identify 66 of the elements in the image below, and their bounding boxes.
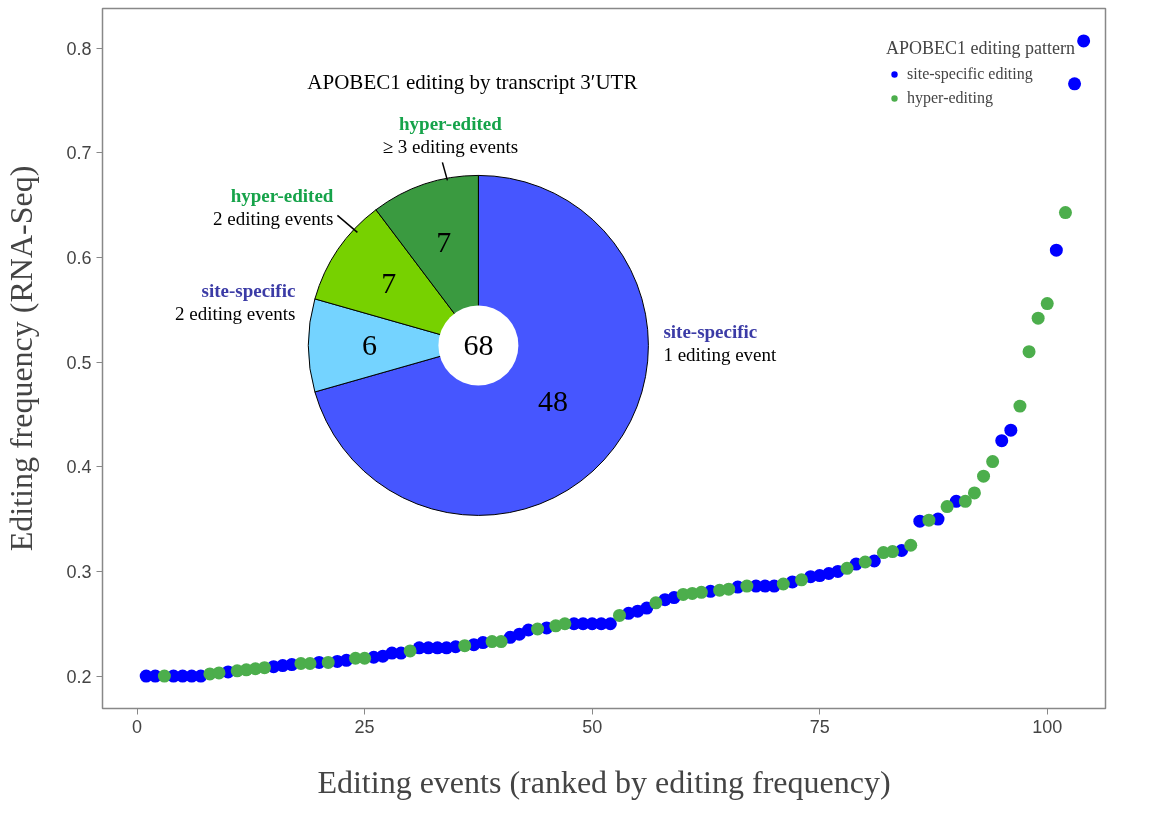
point [840,561,854,575]
y-tick-label: 0.2 [66,666,92,687]
point [1077,34,1091,48]
point [649,596,663,610]
point [321,655,335,669]
point [358,651,372,665]
point [795,573,809,587]
point [995,434,1009,448]
legend-title: APOBEC1 editing pattern [886,38,1075,59]
data-label: 7 [381,266,397,300]
point [922,513,936,527]
point [1013,399,1027,413]
point [967,486,981,500]
point [1031,311,1045,325]
point [776,577,790,591]
point [904,538,918,552]
x-tick-label: 50 [582,716,603,737]
point [603,617,617,631]
y-tick-label: 0.7 [66,143,92,164]
point [940,500,954,514]
point [157,669,171,683]
chart-title: APOBEC1 editing by transcript 3′UTR [307,70,638,95]
y-tick-label: 0.5 [66,352,92,373]
legend-label: hyper-editing [907,89,993,107]
point [1022,345,1036,359]
point [1058,206,1072,220]
data-label: 7 [436,224,452,258]
x-tick-label: 75 [809,716,830,737]
point [1004,423,1018,437]
point [212,666,226,680]
point [494,635,508,649]
point [612,608,626,622]
point [977,469,991,483]
point [531,622,545,636]
legend-label: site-specific editing [907,65,1033,83]
x-tick-label: 100 [1032,716,1063,737]
data-label: 48 [538,384,569,418]
point [1068,77,1082,91]
point [722,582,736,596]
annotation: 68 [463,327,494,361]
y-tick-label: 0.4 [66,457,92,478]
data-label: 6 [362,327,378,361]
point [303,657,317,670]
point [858,555,872,569]
point [986,455,1000,469]
slice-label: hyper-edited 2 editing events [213,184,334,229]
point [558,617,572,631]
slice-label: site-specific 2 editing events [175,279,296,324]
point [694,585,708,599]
y-axis-title: Editing frequency (RNA-Seq) [3,165,40,552]
y-tick-label: 0.8 [66,38,92,59]
point [458,639,472,653]
x-tick-label: 25 [354,716,375,737]
y-tick-label: 0.3 [66,561,92,582]
point [403,644,417,658]
slice-label: hyper-edited ≥ 3 editing events [382,112,519,157]
point [740,579,754,593]
x-axis-title: Editing events (ranked by editing frequency) [317,763,891,800]
point [258,661,272,675]
y-tick-label: 0.6 [66,248,92,269]
point [1040,297,1054,311]
point [886,545,900,559]
slice-label: site-specific 1 editing event [663,320,778,365]
point [958,494,972,508]
x-tick-label: 0 [132,716,143,737]
point [1049,243,1063,257]
